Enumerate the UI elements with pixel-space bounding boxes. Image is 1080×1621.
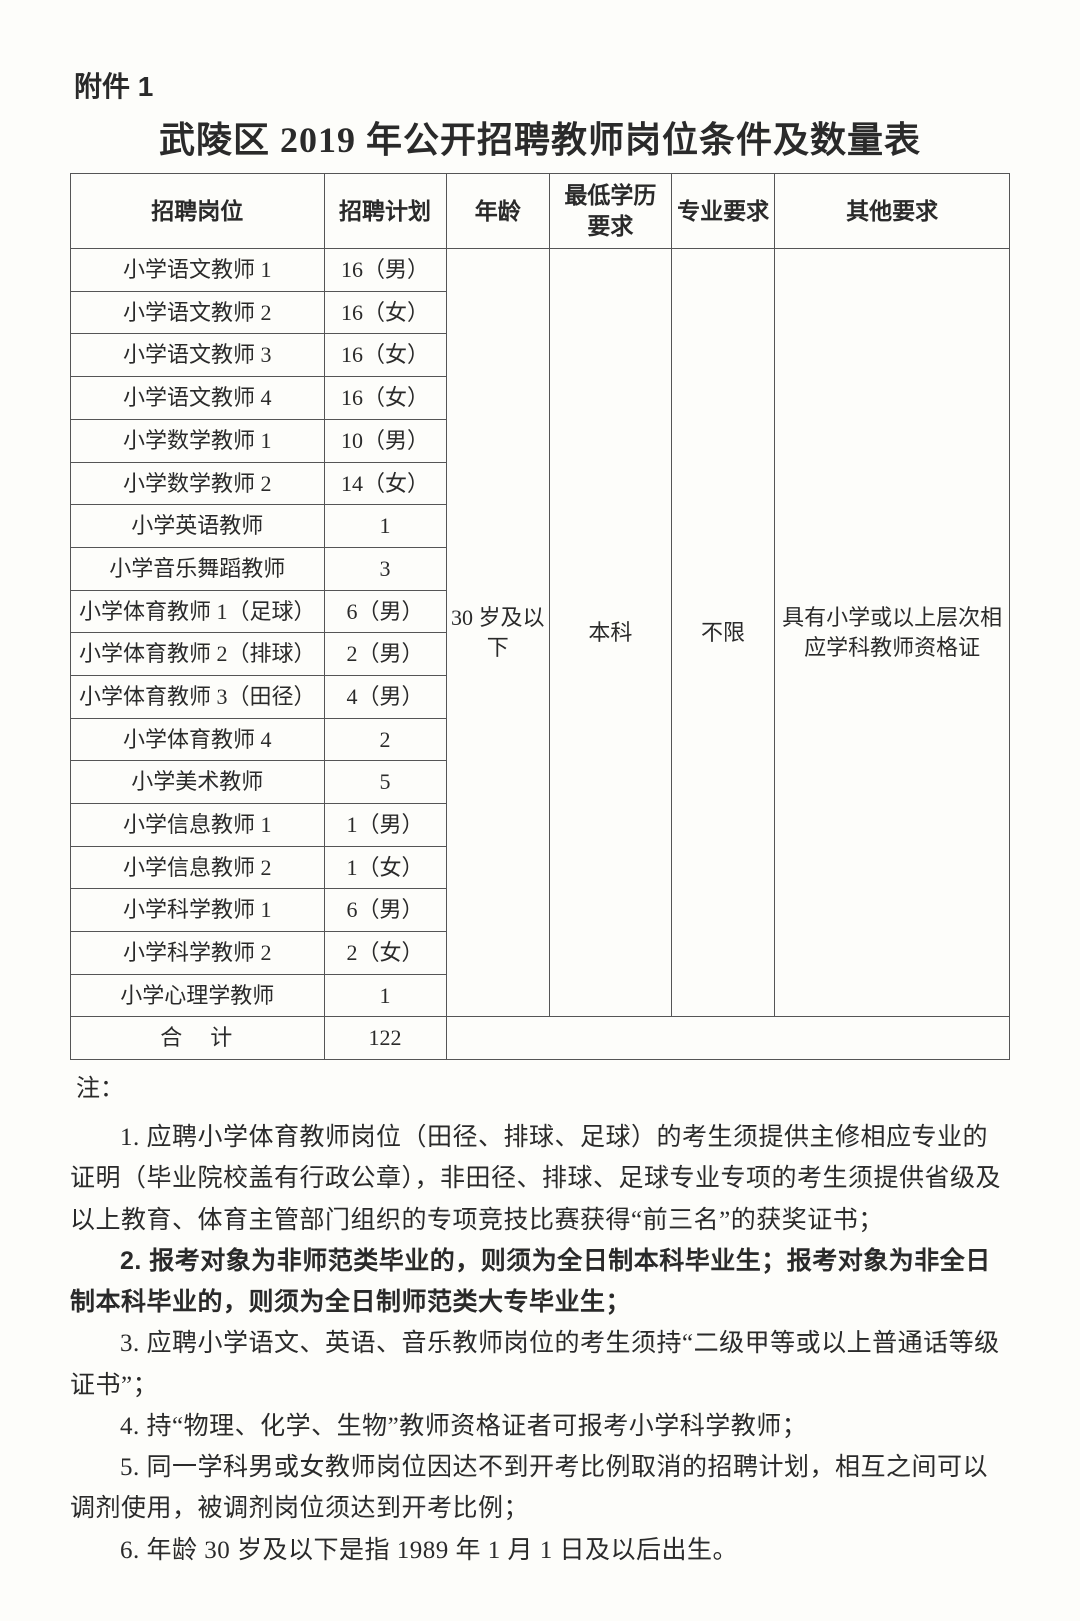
table-total-row: 合计122 [71, 1017, 1010, 1060]
cell-position: 小学音乐舞蹈教师 [71, 547, 325, 590]
cell-plan: 6（男） [324, 889, 446, 932]
col-age: 年龄 [446, 174, 549, 249]
note-item: 1. 应聘小学体育教师岗位（田径、排球、足球）的考生须提供主修相应专业的证明（毕… [70, 1117, 1010, 1241]
cell-position: 小学语文教师 2 [71, 291, 325, 334]
cell-plan: 5 [324, 761, 446, 804]
cell-plan: 1 [324, 505, 446, 548]
cell-plan: 6（男） [324, 590, 446, 633]
note-item: 6. 年龄 30 岁及以下是指 1989 年 1 月 1 日及以后出生。 [70, 1530, 1010, 1571]
col-plan: 招聘计划 [324, 174, 446, 249]
cell-position: 小学心理学教师 [71, 974, 325, 1017]
notes-label: 注： [76, 1068, 1010, 1103]
notes-section: 注： 1. 应聘小学体育教师岗位（田径、排球、足球）的考生须提供主修相应专业的证… [70, 1068, 1010, 1571]
cell-position: 小学英语教师 [71, 505, 325, 548]
cell-position: 小学美术教师 [71, 761, 325, 804]
cell-position: 小学体育教师 3（田径） [71, 675, 325, 718]
cell-plan: 10（男） [324, 419, 446, 462]
attachment-label: 附件 1 [74, 65, 1010, 105]
cell-plan: 16（男） [324, 249, 446, 292]
table-header-row: 招聘岗位 招聘计划 年龄 最低学历要求 专业要求 其他要求 [71, 174, 1010, 249]
total-value: 122 [324, 1017, 446, 1060]
cell-position: 小学体育教师 4 [71, 718, 325, 761]
cell-plan: 16（女） [324, 291, 446, 334]
cell-other-merged: 具有小学或以上层次相应学科教师资格证 [775, 249, 1010, 1017]
cell-plan: 2（女） [324, 932, 446, 975]
cell-plan: 1 [324, 974, 446, 1017]
col-other: 其他要求 [775, 174, 1010, 249]
cell-plan: 3 [324, 547, 446, 590]
cell-position: 小学语文教师 3 [71, 334, 325, 377]
page-title: 武陵区 2019 年公开招聘教师岗位条件及数量表 [70, 111, 1010, 163]
cell-education-merged: 本科 [549, 249, 671, 1017]
cell-position: 小学语文教师 4 [71, 377, 325, 420]
col-major: 专业要求 [671, 174, 774, 249]
cell-plan: 16（女） [324, 377, 446, 420]
cell-position: 小学语文教师 1 [71, 249, 325, 292]
cell-position: 小学体育教师 2（排球） [71, 633, 325, 676]
cell-plan: 2（男） [324, 633, 446, 676]
cell-plan: 4（男） [324, 675, 446, 718]
cell-position: 小学数学教师 2 [71, 462, 325, 505]
cell-position: 小学信息教师 1 [71, 804, 325, 847]
cell-plan: 14（女） [324, 462, 446, 505]
cell-plan: 16（女） [324, 334, 446, 377]
cell-position: 小学科学教师 1 [71, 889, 325, 932]
recruitment-table: 招聘岗位 招聘计划 年龄 最低学历要求 专业要求 其他要求 小学语文教师 116… [70, 173, 1010, 1060]
cell-position: 小学科学教师 2 [71, 932, 325, 975]
cell-position: 小学体育教师 1（足球） [71, 590, 325, 633]
document-page: 附件 1 武陵区 2019 年公开招聘教师岗位条件及数量表 招聘岗位 招聘计划 … [0, 0, 1080, 1621]
note-item: 2. 报考对象为非师范类毕业的，则须为全日制本科毕业生；报考对象为非全日制本科毕… [70, 1241, 1010, 1324]
notes-list: 1. 应聘小学体育教师岗位（田径、排球、足球）的考生须提供主修相应专业的证明（毕… [70, 1117, 1010, 1571]
note-item: 3. 应聘小学语文、英语、音乐教师岗位的考生须持“二级甲等或以上普通话等级证书”… [70, 1323, 1010, 1406]
cell-major-merged: 不限 [671, 249, 774, 1017]
note-item: 5. 同一学科男或女教师岗位因达不到开考比例取消的招聘计划，相互之间可以调剂使用… [70, 1447, 1010, 1530]
col-education: 最低学历要求 [549, 174, 671, 249]
total-label: 合计 [71, 1017, 325, 1060]
cell-plan: 1（男） [324, 804, 446, 847]
cell-plan: 2 [324, 718, 446, 761]
table-row: 小学语文教师 116（男）30 岁及以下本科不限具有小学或以上层次相应学科教师资… [71, 249, 1010, 292]
note-item: 4. 持“物理、化学、生物”教师资格证者可报考小学科学教师； [70, 1406, 1010, 1447]
table-body: 小学语文教师 116（男）30 岁及以下本科不限具有小学或以上层次相应学科教师资… [71, 249, 1010, 1060]
cell-position: 小学数学教师 1 [71, 419, 325, 462]
cell-age-merged: 30 岁及以下 [446, 249, 549, 1017]
total-blank [446, 1017, 1009, 1060]
col-position: 招聘岗位 [71, 174, 325, 249]
cell-position: 小学信息教师 2 [71, 846, 325, 889]
cell-plan: 1（女） [324, 846, 446, 889]
